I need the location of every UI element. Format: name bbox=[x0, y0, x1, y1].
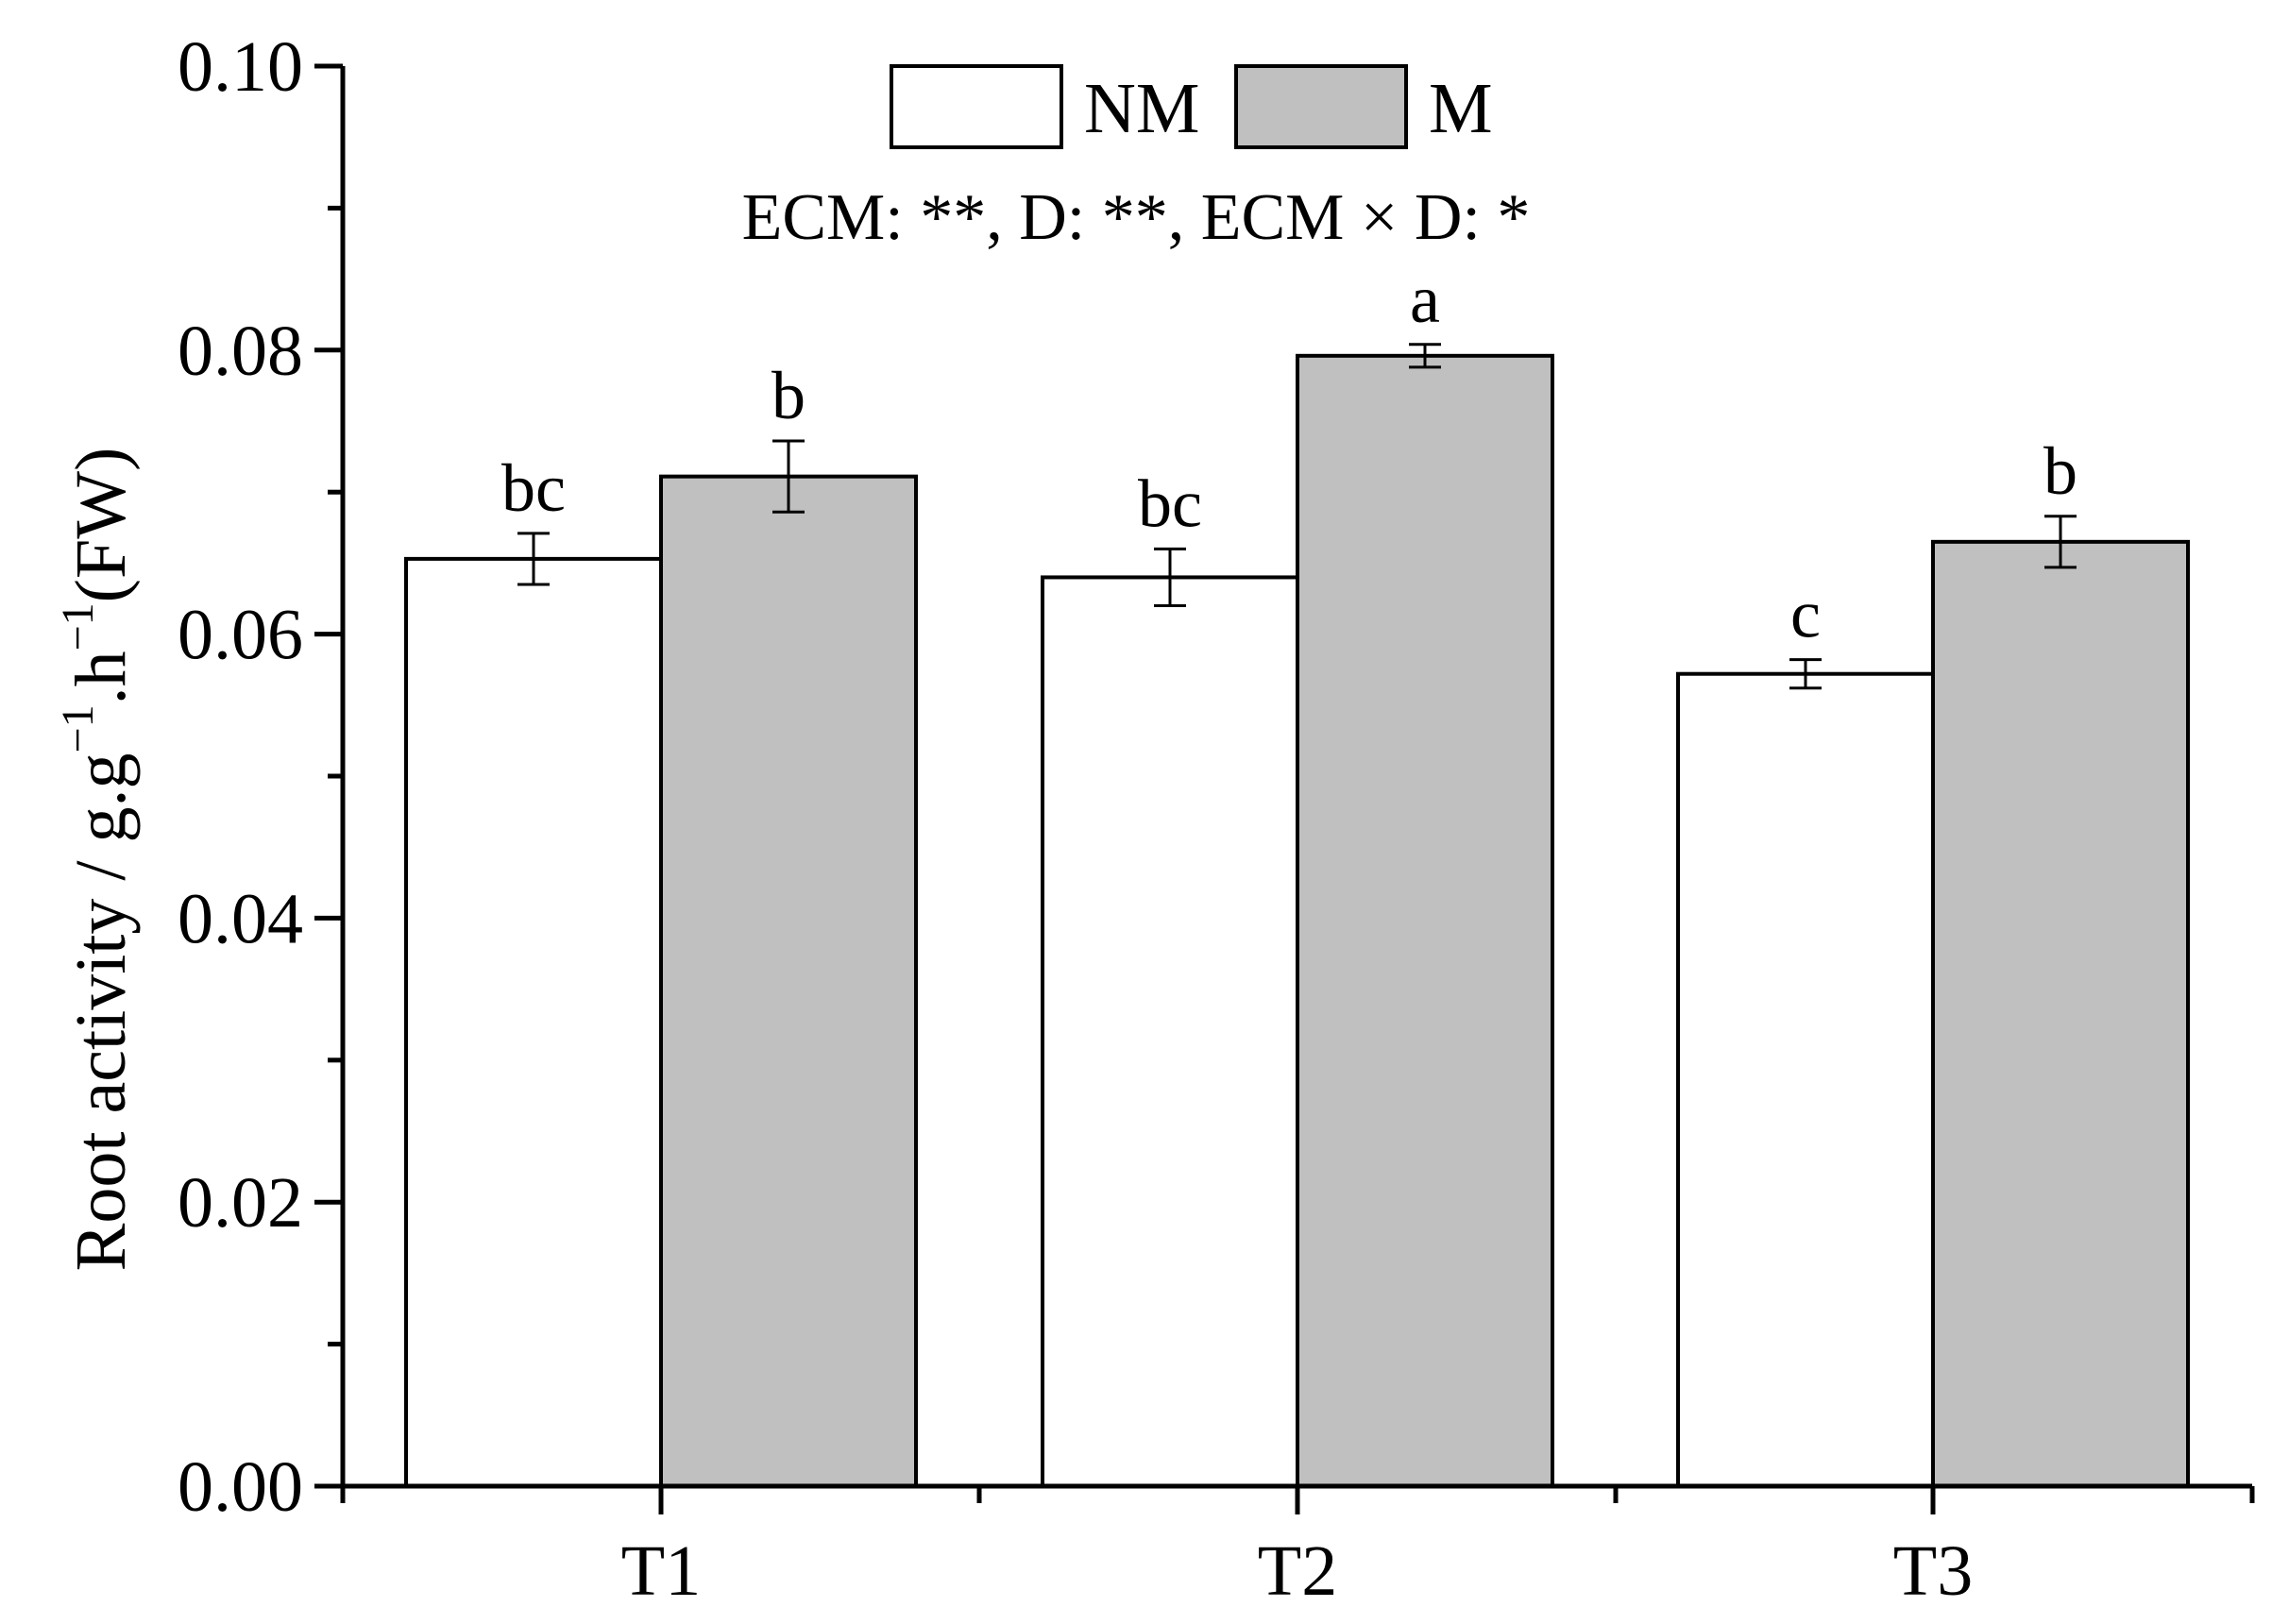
y-axis-title-sup1: −1 bbox=[53, 704, 103, 753]
significance-label: bc bbox=[1138, 465, 1202, 541]
x-tick-label: T2 bbox=[1258, 1531, 1337, 1611]
x-tick-label: T1 bbox=[621, 1531, 701, 1611]
y-tick-label: 0.02 bbox=[178, 1163, 303, 1243]
y-tick-label: 0.04 bbox=[178, 879, 303, 958]
legend-label-m: M bbox=[1429, 69, 1493, 148]
anova-annotation: ECM: **, D: **, ECM × D: * bbox=[742, 181, 1531, 254]
x-tick-label: T3 bbox=[1893, 1531, 1973, 1611]
y-tick-label: 0.06 bbox=[178, 596, 303, 675]
legend-swatch-m bbox=[1234, 64, 1408, 149]
bar-m-t3 bbox=[1931, 539, 2190, 1488]
significance-label: b bbox=[771, 358, 805, 433]
x-axis-ticks: T1 T2 T3 bbox=[340, 1486, 2255, 1611]
significance-label: a bbox=[1410, 262, 1440, 337]
y-tick-label: 0.08 bbox=[178, 312, 303, 391]
significance-label: b bbox=[2043, 433, 2077, 509]
legend-label-nm: NM bbox=[1084, 69, 1199, 148]
legend: NM M bbox=[890, 64, 1493, 149]
bar-nm-t3 bbox=[1676, 671, 1935, 1488]
y-axis-ticks: 0.00 0.02 0.04 0.06 0.08 0.10 bbox=[178, 27, 343, 1527]
bar-m-t2 bbox=[1296, 353, 1554, 1488]
significance-labels: bc bc c b a b bbox=[501, 262, 2077, 652]
y-tick-label: 0.00 bbox=[178, 1447, 303, 1527]
bar-m-t1 bbox=[659, 474, 918, 1488]
legend-swatch-nm bbox=[890, 64, 1063, 149]
bars bbox=[404, 353, 2190, 1488]
bar-nm-t1 bbox=[404, 556, 663, 1488]
significance-label: c bbox=[1790, 577, 1821, 652]
significance-label: bc bbox=[501, 450, 566, 526]
bar-nm-t2 bbox=[1041, 575, 1299, 1488]
y-axis-title-end: (FW) bbox=[61, 448, 141, 603]
error-bars bbox=[517, 343, 2077, 690]
y-axis-title-sup2: −1 bbox=[53, 602, 103, 651]
y-tick-label: 0.10 bbox=[178, 27, 303, 107]
y-axis-title-mid: .h bbox=[61, 651, 141, 704]
y-axis-title: Root activity / g.g−1.h−1(FW) bbox=[53, 448, 141, 1272]
y-axis-title-main: Root activity / g.g bbox=[61, 753, 141, 1271]
